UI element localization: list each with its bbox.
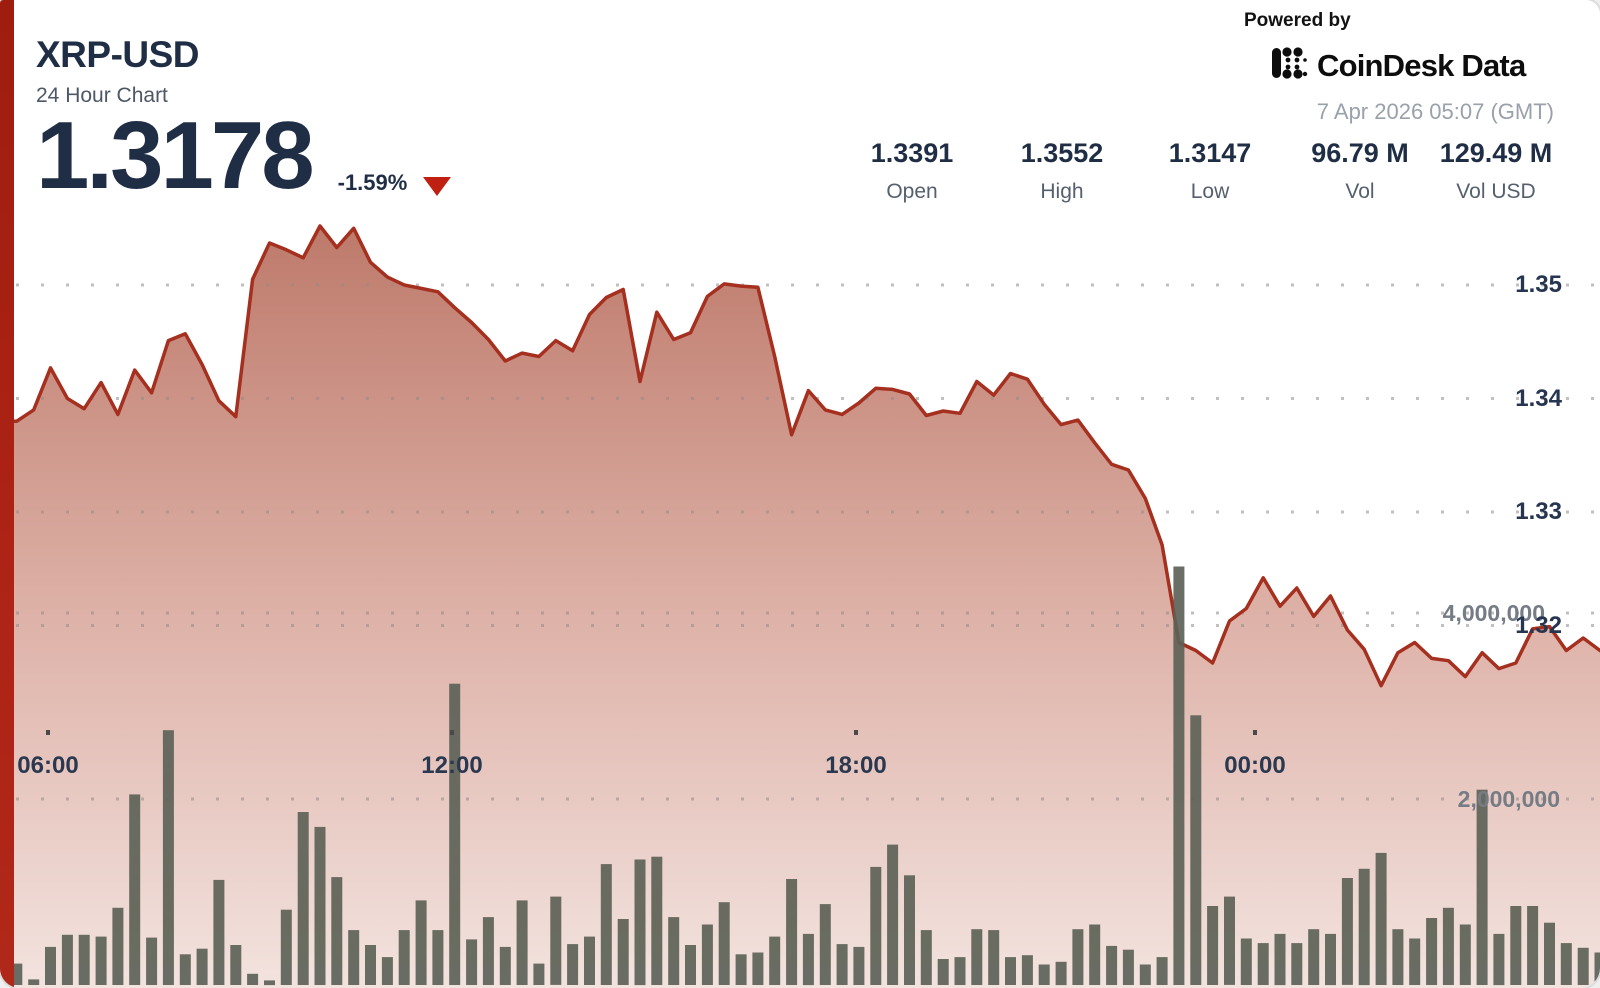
chart-header: XRP-USD 24 Hour Chart bbox=[36, 34, 200, 108]
stat-volume-value: 96.79 M bbox=[1311, 138, 1409, 168]
coindesk-logo: CoinDesk Data bbox=[1270, 44, 1556, 87]
last-price: 1.3178 bbox=[36, 102, 315, 209]
stat-volume-label: Vol bbox=[1345, 180, 1375, 203]
coindesk-logo-text: CoinDesk Data bbox=[1317, 47, 1526, 83]
branding-block: Powered by CoinDesk Data 7 bbox=[1244, 10, 1556, 125]
price-change-percent: -1.59% bbox=[337, 170, 408, 196]
stat-volume-usd-label: Vol USD bbox=[1456, 180, 1536, 203]
stat-low: 1.3147 Low bbox=[1169, 138, 1252, 204]
powered-by-text: Powered by bbox=[1244, 10, 1351, 31]
stat-high-label: High bbox=[1040, 180, 1084, 203]
stat-low-value: 1.3147 bbox=[1168, 138, 1252, 168]
last-price-row: 1.3178 -1.59% bbox=[36, 102, 452, 209]
stat-open: 1.3391 Open bbox=[871, 138, 954, 204]
stat-low-label: Low bbox=[1190, 180, 1230, 203]
stat-high-value: 1.3552 bbox=[1020, 138, 1104, 168]
symbol-title: XRP-USD bbox=[36, 34, 200, 75]
stat-volume-usd-value: 129.49 M bbox=[1439, 138, 1553, 168]
stat-volume: 96.79 M Vol bbox=[1311, 138, 1409, 204]
stat-open-label: Open bbox=[886, 180, 938, 203]
stat-high: 1.3552 High bbox=[1021, 138, 1104, 204]
left-accent-bar bbox=[0, 0, 14, 988]
chart-subtitle: 24 Hour Chart bbox=[36, 84, 168, 107]
coindesk-logo-icon bbox=[1270, 44, 1308, 87]
data-timestamp: 7 Apr 2026 05:07 (GMT) bbox=[1316, 99, 1554, 124]
stat-volume-usd: 129.49 M Vol USD bbox=[1440, 138, 1553, 204]
down-arrow-icon bbox=[423, 177, 452, 197]
stat-open-value: 1.3391 bbox=[870, 138, 954, 168]
